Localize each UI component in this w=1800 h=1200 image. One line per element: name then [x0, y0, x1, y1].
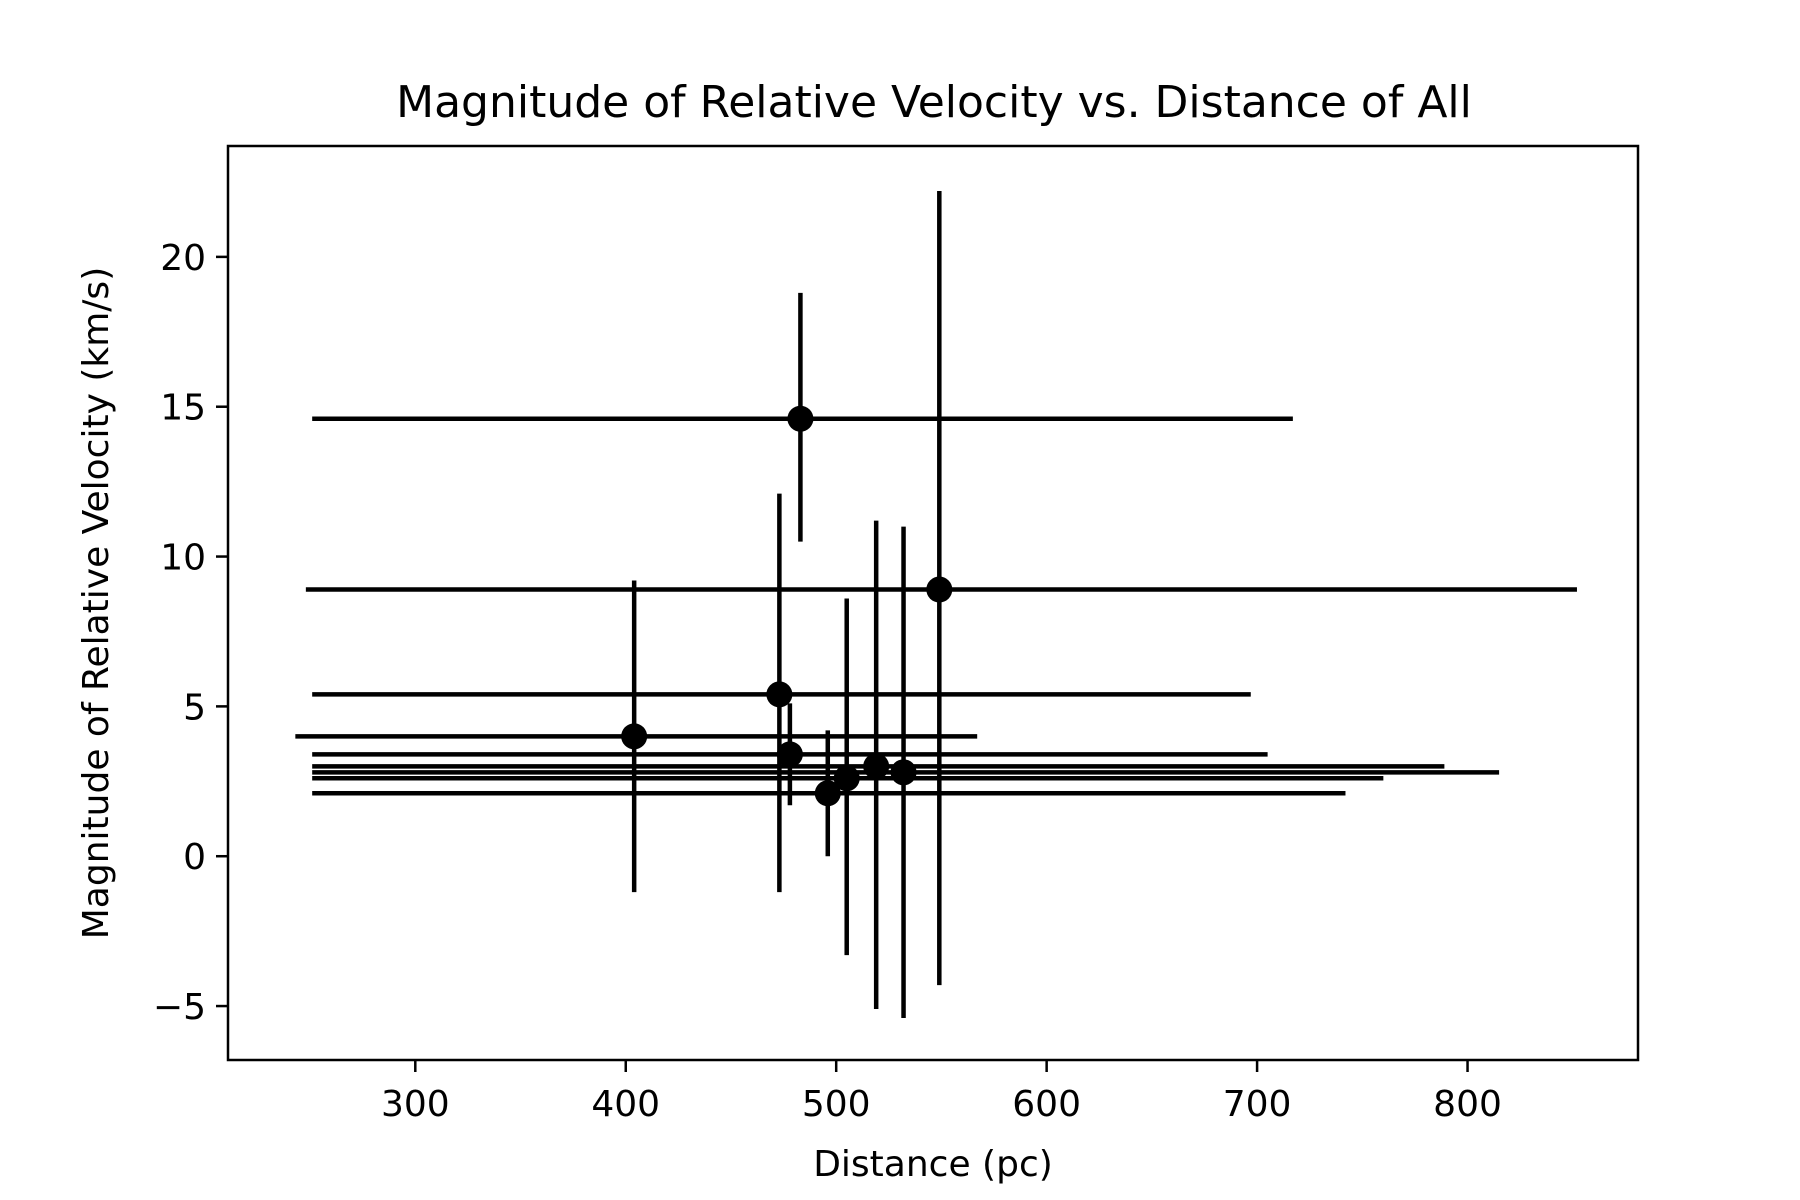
data-point-5: [312, 730, 1346, 857]
plot-frame: [226, 144, 1640, 1062]
y-tick-label: −5: [153, 987, 206, 1028]
point-marker: [776, 741, 803, 768]
x-axis: 300 400 500 600 700 800: [381, 1060, 1502, 1125]
y-tick-label: 20: [160, 238, 206, 279]
y-tick-label: 5: [183, 687, 206, 728]
point-marker: [621, 723, 648, 750]
data-point-3: [312, 703, 1268, 806]
data-point-8: [312, 526, 1500, 1019]
data-point-4: [312, 292, 1293, 542]
x-tick-label: 800: [1433, 1084, 1502, 1125]
y-tick-label: 15: [160, 388, 206, 429]
y-axis-label: Magnitude of Relative Velocity (km/s): [76, 267, 117, 940]
data-point-6: [312, 598, 1384, 956]
point-marker: [833, 765, 860, 792]
point-marker: [863, 753, 890, 780]
data-point-9: [305, 190, 1577, 986]
y-tick-label: 0: [183, 837, 206, 878]
y-axis: −5 0 5 10 15 20: [153, 238, 228, 1028]
plot-area: [295, 190, 1577, 1019]
y-tick-label: 10: [160, 538, 206, 579]
point-marker: [890, 759, 917, 786]
x-tick-label: 500: [802, 1084, 871, 1125]
x-tick-label: 300: [381, 1084, 450, 1125]
x-tick-label: 400: [591, 1084, 660, 1125]
point-marker: [787, 405, 814, 432]
data-point-2: [312, 493, 1251, 893]
data-point-7: [312, 520, 1445, 1010]
data-point-1: [295, 580, 978, 893]
point-marker: [926, 576, 953, 603]
x-tick-label: 600: [1012, 1084, 1081, 1125]
x-tick-label: 700: [1223, 1084, 1292, 1125]
x-axis-label: Distance (pc): [813, 1144, 1053, 1185]
chart-title: Magnitude of Relative Velocity vs. Dista…: [396, 77, 1472, 128]
point-marker: [766, 681, 793, 708]
point-marker: [814, 780, 841, 807]
